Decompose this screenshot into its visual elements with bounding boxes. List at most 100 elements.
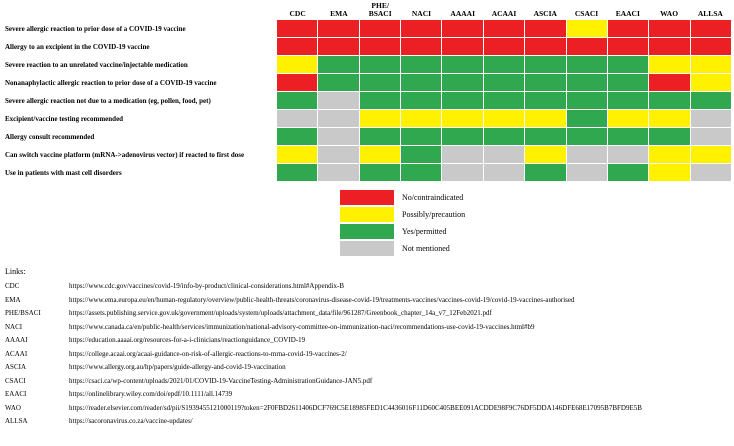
heatmap-cell-acaai-row2 xyxy=(483,38,525,55)
heatmap-cell-allsa-row3 xyxy=(690,56,731,73)
heatmap-cell-ascia-row8 xyxy=(525,146,566,163)
heatmap-cell-naci-row3 xyxy=(401,56,442,73)
heatmap-cell-ascia-row9 xyxy=(525,164,566,181)
heatmap-cell-ascia-row3 xyxy=(525,56,566,73)
heatmap-cell-acaai-row7 xyxy=(483,128,525,145)
heatmap-grid xyxy=(277,20,731,181)
guidance-comparison-figure: Severe allergic reaction to prior dose o… xyxy=(0,0,734,182)
heatmap-cell-wao-row8 xyxy=(649,146,690,163)
heatmap-cell-eaaci-row9 xyxy=(607,164,649,181)
heatmap-cell-cdc-row5 xyxy=(277,92,318,109)
heatmap-cell-cdc-row1 xyxy=(277,20,318,37)
heatmap-cell-csaci-row8 xyxy=(566,146,607,163)
heatmap-cell-aaaai-row4 xyxy=(442,74,483,91)
heatmap-cell-wao-row2 xyxy=(649,38,690,55)
heatmap-cell-aaaai-row8 xyxy=(442,146,483,163)
link-url[interactable]: https://sacoronavirus.co.za/vaccine-upda… xyxy=(69,417,193,425)
column-header-wao: WAO xyxy=(660,8,679,18)
heatmap-cell-csaci-row6 xyxy=(566,110,607,127)
column-header-naci: NACI xyxy=(411,8,432,18)
heatmap-cell-allsa-row1 xyxy=(690,20,731,37)
heatmap-cell-aaaai-row7 xyxy=(442,128,483,145)
heatmap-cell-allsa-row6 xyxy=(690,110,731,127)
heatmap-cell-phe-bsaci-row5 xyxy=(359,92,401,109)
link-url[interactable]: https://csaci.ca/wp-content/uploads/2021… xyxy=(69,376,373,385)
legend-item-gray: Not mentioned xyxy=(340,240,734,257)
heatmap-cell-aaaai-row5 xyxy=(442,92,483,109)
heatmap-cell-csaci-row3 xyxy=(566,56,607,73)
legend-label: Possibly/precaution xyxy=(402,210,466,219)
heatmap-cell-naci-row7 xyxy=(401,128,442,145)
row-labels: Severe allergic reaction to prior dose o… xyxy=(0,0,277,182)
row-label: Nonanaphylactic allergic reaction to pri… xyxy=(5,79,217,87)
heatmap-cell-wao-row5 xyxy=(649,92,690,109)
heatmap-cell-allsa-row7 xyxy=(690,128,731,145)
link-url[interactable]: https://www.ema.europa.eu/en/human-regul… xyxy=(69,295,575,304)
heatmap-area: CDC EMA PHE/ BSACI NACI AAAAI ACAAI ASCIA CSACI… xyxy=(277,0,734,182)
link-org-eaaci: EAACI xyxy=(5,390,27,398)
heatmap-cell-eaaci-row8 xyxy=(607,146,649,163)
gray-swatch xyxy=(340,241,394,256)
heatmap-cell-acaai-row8 xyxy=(483,146,525,163)
link-org-naci: NACI xyxy=(5,322,23,331)
row-label: Use in patients with mast cell disorders xyxy=(5,169,122,177)
heatmap-cell-naci-row8 xyxy=(401,146,442,163)
heatmap-cell-ema-row7 xyxy=(318,128,359,145)
link-url[interactable]: https://education.aaaai.org/resources-fo… xyxy=(69,336,306,344)
heatmap-cell-ema-row2 xyxy=(318,38,359,55)
heatmap-cell-phe-bsaci-row1 xyxy=(359,20,401,37)
heatmap-cell-aaaai-row1 xyxy=(442,20,483,37)
link-url[interactable]: https://onlinelibrary.wiley.com/doi/epdf… xyxy=(69,390,233,398)
legend-item-yellow: Possibly/precaution xyxy=(340,206,734,223)
heatmap-cell-acaai-row6 xyxy=(483,110,525,127)
heatmap-cell-phe-bsaci-row2 xyxy=(359,38,401,55)
heatmap-cell-eaaci-row4 xyxy=(607,74,649,91)
red-swatch xyxy=(340,190,394,205)
column-header-acaai: ACAAI xyxy=(491,8,517,18)
links-title: Links: xyxy=(5,267,26,276)
link-url[interactable]: https://www.canada.ca/en/public-health/s… xyxy=(69,322,535,331)
heatmap-cell-allsa-row8 xyxy=(690,146,731,163)
heatmap-cell-cdc-row9 xyxy=(277,164,318,181)
heatmap-cell-aaaai-row6 xyxy=(442,110,483,127)
heatmap-cell-phe-bsaci-row4 xyxy=(359,74,401,91)
heatmap-cell-wao-row7 xyxy=(649,128,690,145)
heatmap-cell-naci-row9 xyxy=(401,164,442,181)
legend: No/contraindicated Possibly/precaution Yes… xyxy=(340,189,734,257)
heatmap-cell-cdc-row8 xyxy=(277,146,318,163)
heatmap-cell-wao-row4 xyxy=(649,74,690,91)
heatmap-cell-naci-row2 xyxy=(401,38,442,55)
row-label: Excipient/vaccine testing recommended xyxy=(5,115,124,123)
heatmap-cell-allsa-row5 xyxy=(690,92,731,109)
heatmap-cell-phe-bsaci-row8 xyxy=(359,146,401,163)
heatmap-cell-wao-row9 xyxy=(649,164,690,181)
heatmap-cell-aaaai-row2 xyxy=(442,38,483,55)
heatmap-cell-wao-row1 xyxy=(649,20,690,37)
link-org-csaci: CSACI xyxy=(5,376,26,385)
heatmap-cell-eaaci-row1 xyxy=(607,20,649,37)
link-url[interactable]: https://college.acaai.org/acaai-guidance… xyxy=(69,349,347,358)
heatmap-cell-cdc-row6 xyxy=(277,110,318,127)
row-label: Allergy consult recommended xyxy=(5,133,95,141)
link-org-ascia: ASCIA xyxy=(5,363,27,371)
link-org-wao: WAO xyxy=(5,403,21,412)
heatmap-cell-naci-row5 xyxy=(401,92,442,109)
heatmap-cell-ascia-row5 xyxy=(525,92,566,109)
row-label: Can switch vaccine platform (mRNA->adeno… xyxy=(5,151,245,159)
link-url[interactable]: https://reader.elsevier.com/reader/sd/pi… xyxy=(69,403,642,412)
heatmap-cell-ema-row8 xyxy=(318,146,359,163)
column-header-row: CDC EMA PHE/ BSACI NACI AAAAI ACAAI ASCIA CSACI… xyxy=(277,0,731,20)
heatmap-cell-phe-bsaci-row7 xyxy=(359,128,401,145)
link-url[interactable]: https://assets.publishing.service.gov.uk… xyxy=(69,309,492,317)
heatmap-cell-csaci-row5 xyxy=(566,92,607,109)
legend-item-green: Yes/permitted xyxy=(340,223,734,240)
link-url[interactable]: https://www.cdc.gov/vaccines/covid-19/in… xyxy=(69,282,345,290)
column-header-cdc: CDC xyxy=(289,8,306,18)
column-header-ema: EMA xyxy=(330,8,348,18)
heatmap-cell-acaai-row4 xyxy=(483,74,525,91)
heatmap-cell-csaci-row1 xyxy=(566,20,607,37)
link-url[interactable]: https://www.allergy.org.au/hp/papers/gui… xyxy=(69,363,286,371)
heatmap-cell-ascia-row4 xyxy=(525,74,566,91)
heatmap-cell-allsa-row9 xyxy=(690,164,731,181)
legend-label: Not mentioned xyxy=(402,244,450,253)
